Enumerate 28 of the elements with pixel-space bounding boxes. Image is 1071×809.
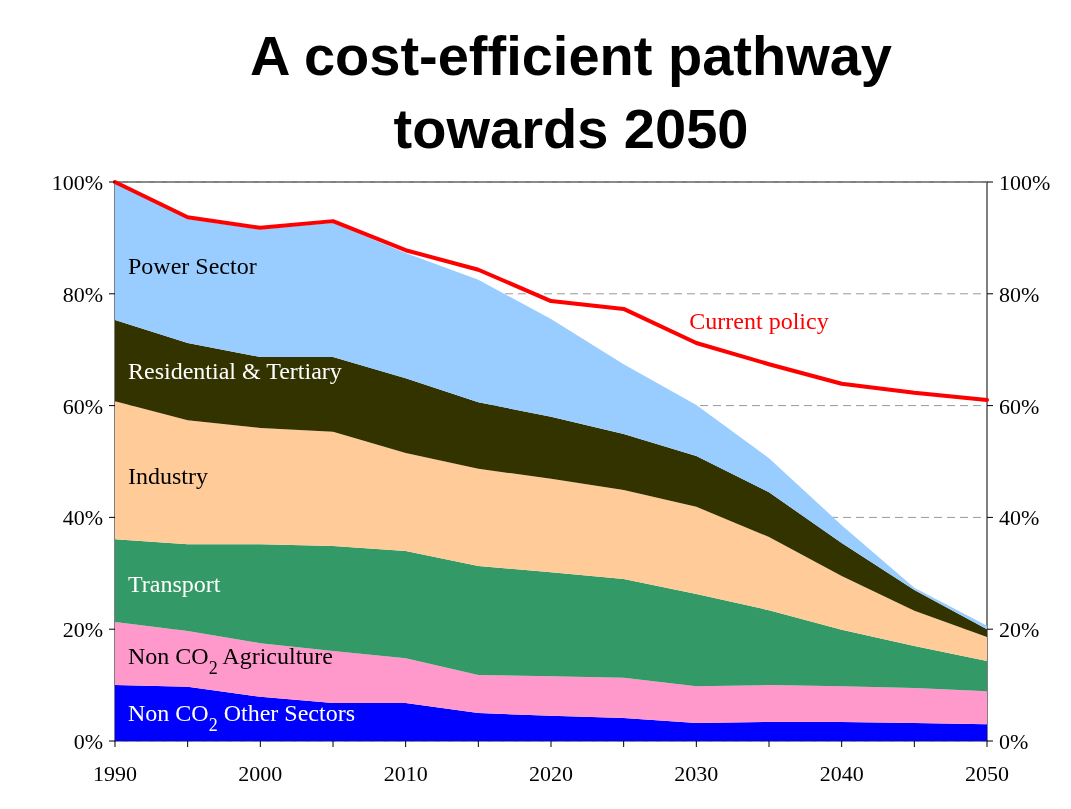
series-label: Non CO$_{2}$ Other Sectors: [128, 700, 355, 736]
y2-tick-label: 80%: [999, 281, 1040, 307]
x-tick-label: 2010: [383, 761, 428, 786]
series-label: Residential & Tertiary: [128, 358, 342, 385]
y2-tick-label: 20%: [999, 617, 1040, 643]
y-tick-label: 40%: [62, 505, 103, 531]
x-tick-label: 2050: [965, 761, 1009, 786]
y-tick-label: 60%: [62, 393, 103, 419]
line-series: [113, 180, 989, 403]
x-tick-label: 2040: [819, 761, 864, 786]
series-label: Non CO$_{2}$ Agriculture: [128, 643, 333, 679]
y2-tick-label: 0%: [999, 729, 1029, 754]
x-tick-label: 2020: [529, 761, 573, 786]
y2-tick-label: 40%: [999, 505, 1040, 531]
chart-title: A cost-efficient pathway towards 2050: [249, 24, 893, 160]
y-tick-label: 20%: [62, 617, 103, 643]
x-tick-label: 2000: [238, 761, 283, 786]
series-label: Power Sector: [128, 252, 257, 279]
y2-tick-label: 100%: [999, 170, 1051, 195]
series-label: Industry: [128, 463, 208, 490]
y-tick-label: 0%: [73, 729, 103, 754]
series-label: Current policy: [689, 308, 829, 335]
x-tick-label: 1990: [93, 761, 137, 786]
y-tick-label: 80%: [62, 281, 103, 307]
series-label: Transport: [128, 571, 221, 598]
y2-tick-label: 60%: [999, 393, 1040, 419]
x-tick-label: 2030: [674, 761, 719, 786]
y-tick-label: 100%: [51, 170, 103, 195]
